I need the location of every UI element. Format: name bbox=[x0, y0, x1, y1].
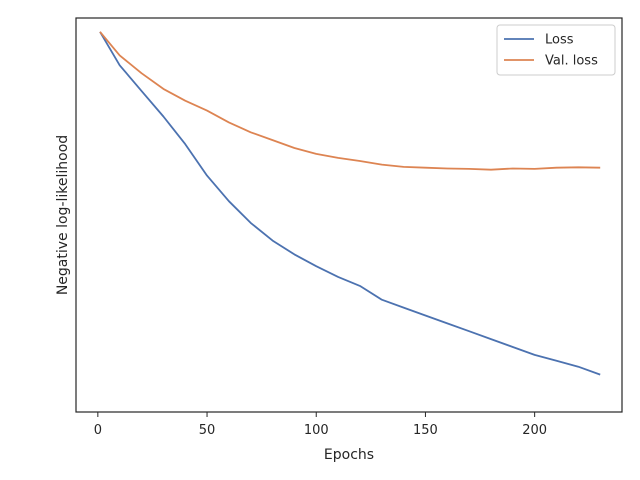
x-tick-label: 50 bbox=[199, 423, 216, 438]
legend-label-loss: Loss bbox=[545, 33, 574, 48]
x-axis-ticks: 0 50 100 150 200 bbox=[94, 412, 547, 438]
y-axis-label: Negative log-likelihood bbox=[55, 135, 71, 295]
x-tick-label: 0 bbox=[94, 423, 102, 438]
x-axis-label: Epochs bbox=[324, 447, 374, 463]
legend-label-val-loss: Val. loss bbox=[545, 54, 598, 69]
series-line-val-loss bbox=[99, 31, 601, 171]
plot-area bbox=[75, 17, 623, 413]
series-line-loss bbox=[99, 31, 601, 376]
x-tick-label: 150 bbox=[413, 423, 438, 438]
legend-box bbox=[496, 24, 616, 76]
x-tick-label: 100 bbox=[304, 423, 329, 438]
series-layer bbox=[99, 31, 601, 376]
legend: Loss Val. loss bbox=[496, 24, 616, 76]
x-tick-label: 200 bbox=[522, 423, 547, 438]
